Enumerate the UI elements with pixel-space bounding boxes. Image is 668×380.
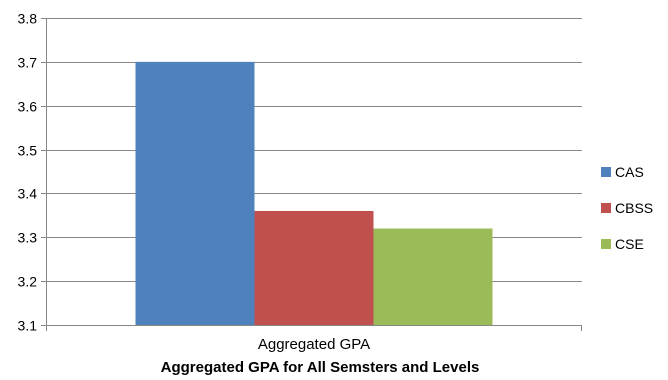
bars: [135, 61, 493, 325]
legend-swatch-cas: [601, 167, 611, 177]
y-tick-label: 3.7: [18, 55, 38, 71]
bar-cbss: [254, 210, 374, 325]
y-tick-label: 3.1: [18, 318, 38, 334]
x-category-label: Aggregated GPA: [258, 336, 370, 353]
x-category-labels: Aggregated GPA: [258, 336, 370, 353]
legend-swatch-cbss: [601, 203, 611, 213]
y-tick-label: 3.4: [18, 186, 38, 202]
bar-cse: [373, 228, 493, 325]
y-tick-label: 3.6: [18, 99, 38, 115]
y-tick-label: 3.3: [18, 230, 38, 246]
legend-label-cbss: CBSS: [615, 200, 653, 216]
legend-label-cas: CAS: [615, 164, 644, 180]
y-tick-labels: 3.1 3.2 3.3 3.4 3.5 3.6 3.7 3.8: [18, 11, 38, 334]
axes: [41, 18, 582, 331]
legend-swatch-cse: [601, 239, 611, 249]
y-tick-label: 3.5: [18, 143, 38, 159]
gridlines: [46, 18, 582, 282]
y-tick-label: 3.2: [18, 274, 38, 290]
bar-cas: [135, 61, 255, 325]
y-tick-label: 3.8: [18, 11, 38, 27]
chart-title: Aggregated GPA for All Semsters and Leve…: [160, 359, 480, 376]
legend: CAS CBSS CSE: [601, 164, 653, 252]
legend-label-cse: CSE: [615, 236, 644, 252]
